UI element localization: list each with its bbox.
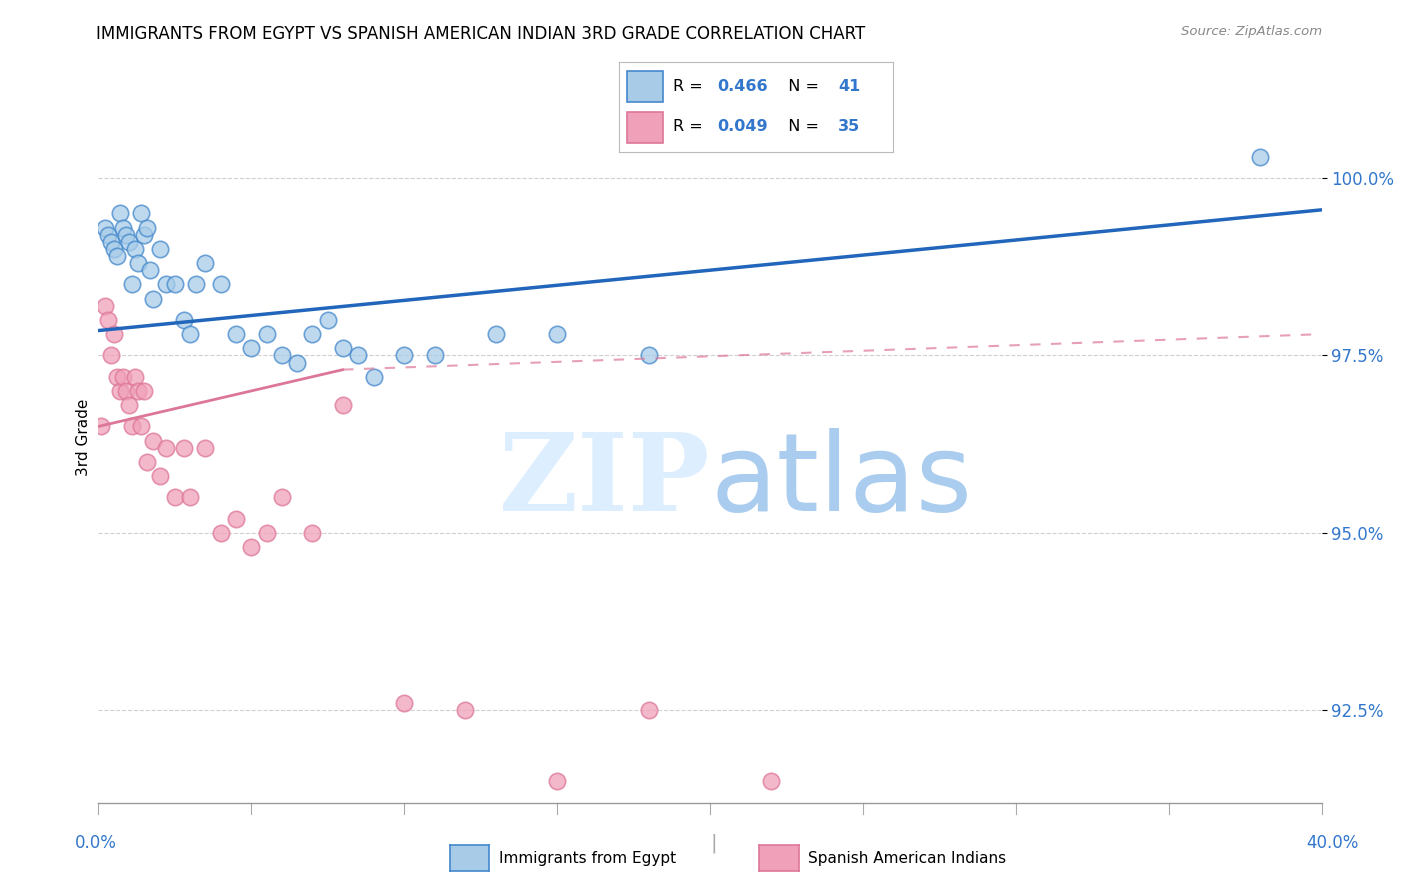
Point (90, 419, 112, 434)
Text: Spanish American Indians: Spanish American Indians (808, 851, 1007, 865)
Point (256, 327, 278, 342)
Text: ZIP: ZIP (499, 428, 710, 534)
Point (97, 313, 120, 327)
Point (121, 277, 143, 292)
Point (301, 327, 323, 342)
Text: N =: N = (778, 79, 824, 94)
Point (103, 242, 125, 256)
Point (173, 313, 195, 327)
FancyBboxPatch shape (627, 71, 662, 102)
Point (142, 292, 165, 306)
Point (173, 441, 195, 455)
Point (301, 525, 323, 540)
Point (1250, 150, 1272, 164)
Point (392, 348, 416, 362)
Point (111, 369, 134, 384)
Point (163, 491, 186, 505)
Text: 0.466: 0.466 (717, 79, 768, 94)
Point (129, 206, 152, 220)
Point (209, 525, 232, 540)
Point (136, 220, 159, 235)
Point (285, 355, 308, 369)
Point (118, 398, 141, 412)
Point (93, 299, 115, 313)
Point (124, 369, 146, 384)
Point (316, 313, 339, 327)
Point (100, 235, 122, 249)
Point (332, 341, 354, 355)
Point (97, 227, 120, 242)
Point (270, 491, 294, 505)
Point (127, 384, 149, 398)
Point (149, 469, 172, 483)
Point (115, 227, 138, 242)
Point (347, 348, 370, 362)
Point (225, 512, 247, 526)
Point (155, 441, 177, 455)
Point (139, 263, 162, 277)
Point (163, 277, 186, 292)
Point (115, 384, 138, 398)
Point (270, 348, 294, 362)
Point (423, 348, 446, 362)
Point (186, 277, 208, 292)
Point (454, 704, 477, 718)
Point (127, 256, 149, 270)
Point (118, 235, 141, 249)
Point (134, 227, 156, 242)
Point (149, 242, 172, 256)
Point (363, 369, 385, 384)
Point (155, 277, 177, 292)
Text: Source: ZipAtlas.com: Source: ZipAtlas.com (1181, 25, 1322, 38)
Text: 0.0%: 0.0% (75, 834, 117, 852)
Point (194, 256, 217, 270)
Point (209, 277, 232, 292)
Point (392, 697, 416, 711)
Point (179, 327, 201, 342)
Point (129, 419, 152, 434)
Point (93, 220, 115, 235)
Point (637, 704, 661, 718)
Text: 35: 35 (838, 120, 860, 134)
Point (103, 327, 125, 342)
Text: IMMIGRANTS FROM EGYPT VS SPANISH AMERICAN INDIAN 3RD GRADE CORRELATION CHART: IMMIGRANTS FROM EGYPT VS SPANISH AMERICA… (96, 25, 865, 43)
Point (194, 441, 217, 455)
Point (485, 327, 508, 342)
Text: atlas: atlas (710, 428, 972, 534)
Y-axis label: 3rd Grade: 3rd Grade (76, 399, 91, 475)
Text: 41: 41 (838, 79, 860, 94)
Point (105, 249, 128, 263)
Point (108, 206, 131, 220)
Point (256, 525, 278, 540)
Point (332, 398, 354, 412)
Point (100, 348, 122, 362)
Point (142, 434, 165, 448)
Point (240, 341, 263, 355)
Point (761, 774, 783, 789)
Point (546, 774, 568, 789)
Text: R =: R = (673, 79, 709, 94)
Point (240, 540, 263, 554)
Point (134, 384, 156, 398)
Point (105, 369, 128, 384)
Point (108, 384, 131, 398)
Text: N =: N = (778, 120, 824, 134)
Point (179, 491, 201, 505)
Point (124, 242, 146, 256)
Text: R =: R = (673, 120, 709, 134)
Point (637, 348, 661, 362)
FancyBboxPatch shape (627, 112, 662, 143)
Text: Immigrants from Egypt: Immigrants from Egypt (499, 851, 676, 865)
Point (136, 455, 159, 469)
Text: |: | (711, 833, 717, 853)
Point (225, 327, 247, 342)
Point (111, 220, 134, 235)
Point (121, 419, 143, 434)
Point (546, 327, 568, 342)
Text: 40.0%: 40.0% (1306, 834, 1360, 852)
Text: 0.049: 0.049 (717, 120, 768, 134)
